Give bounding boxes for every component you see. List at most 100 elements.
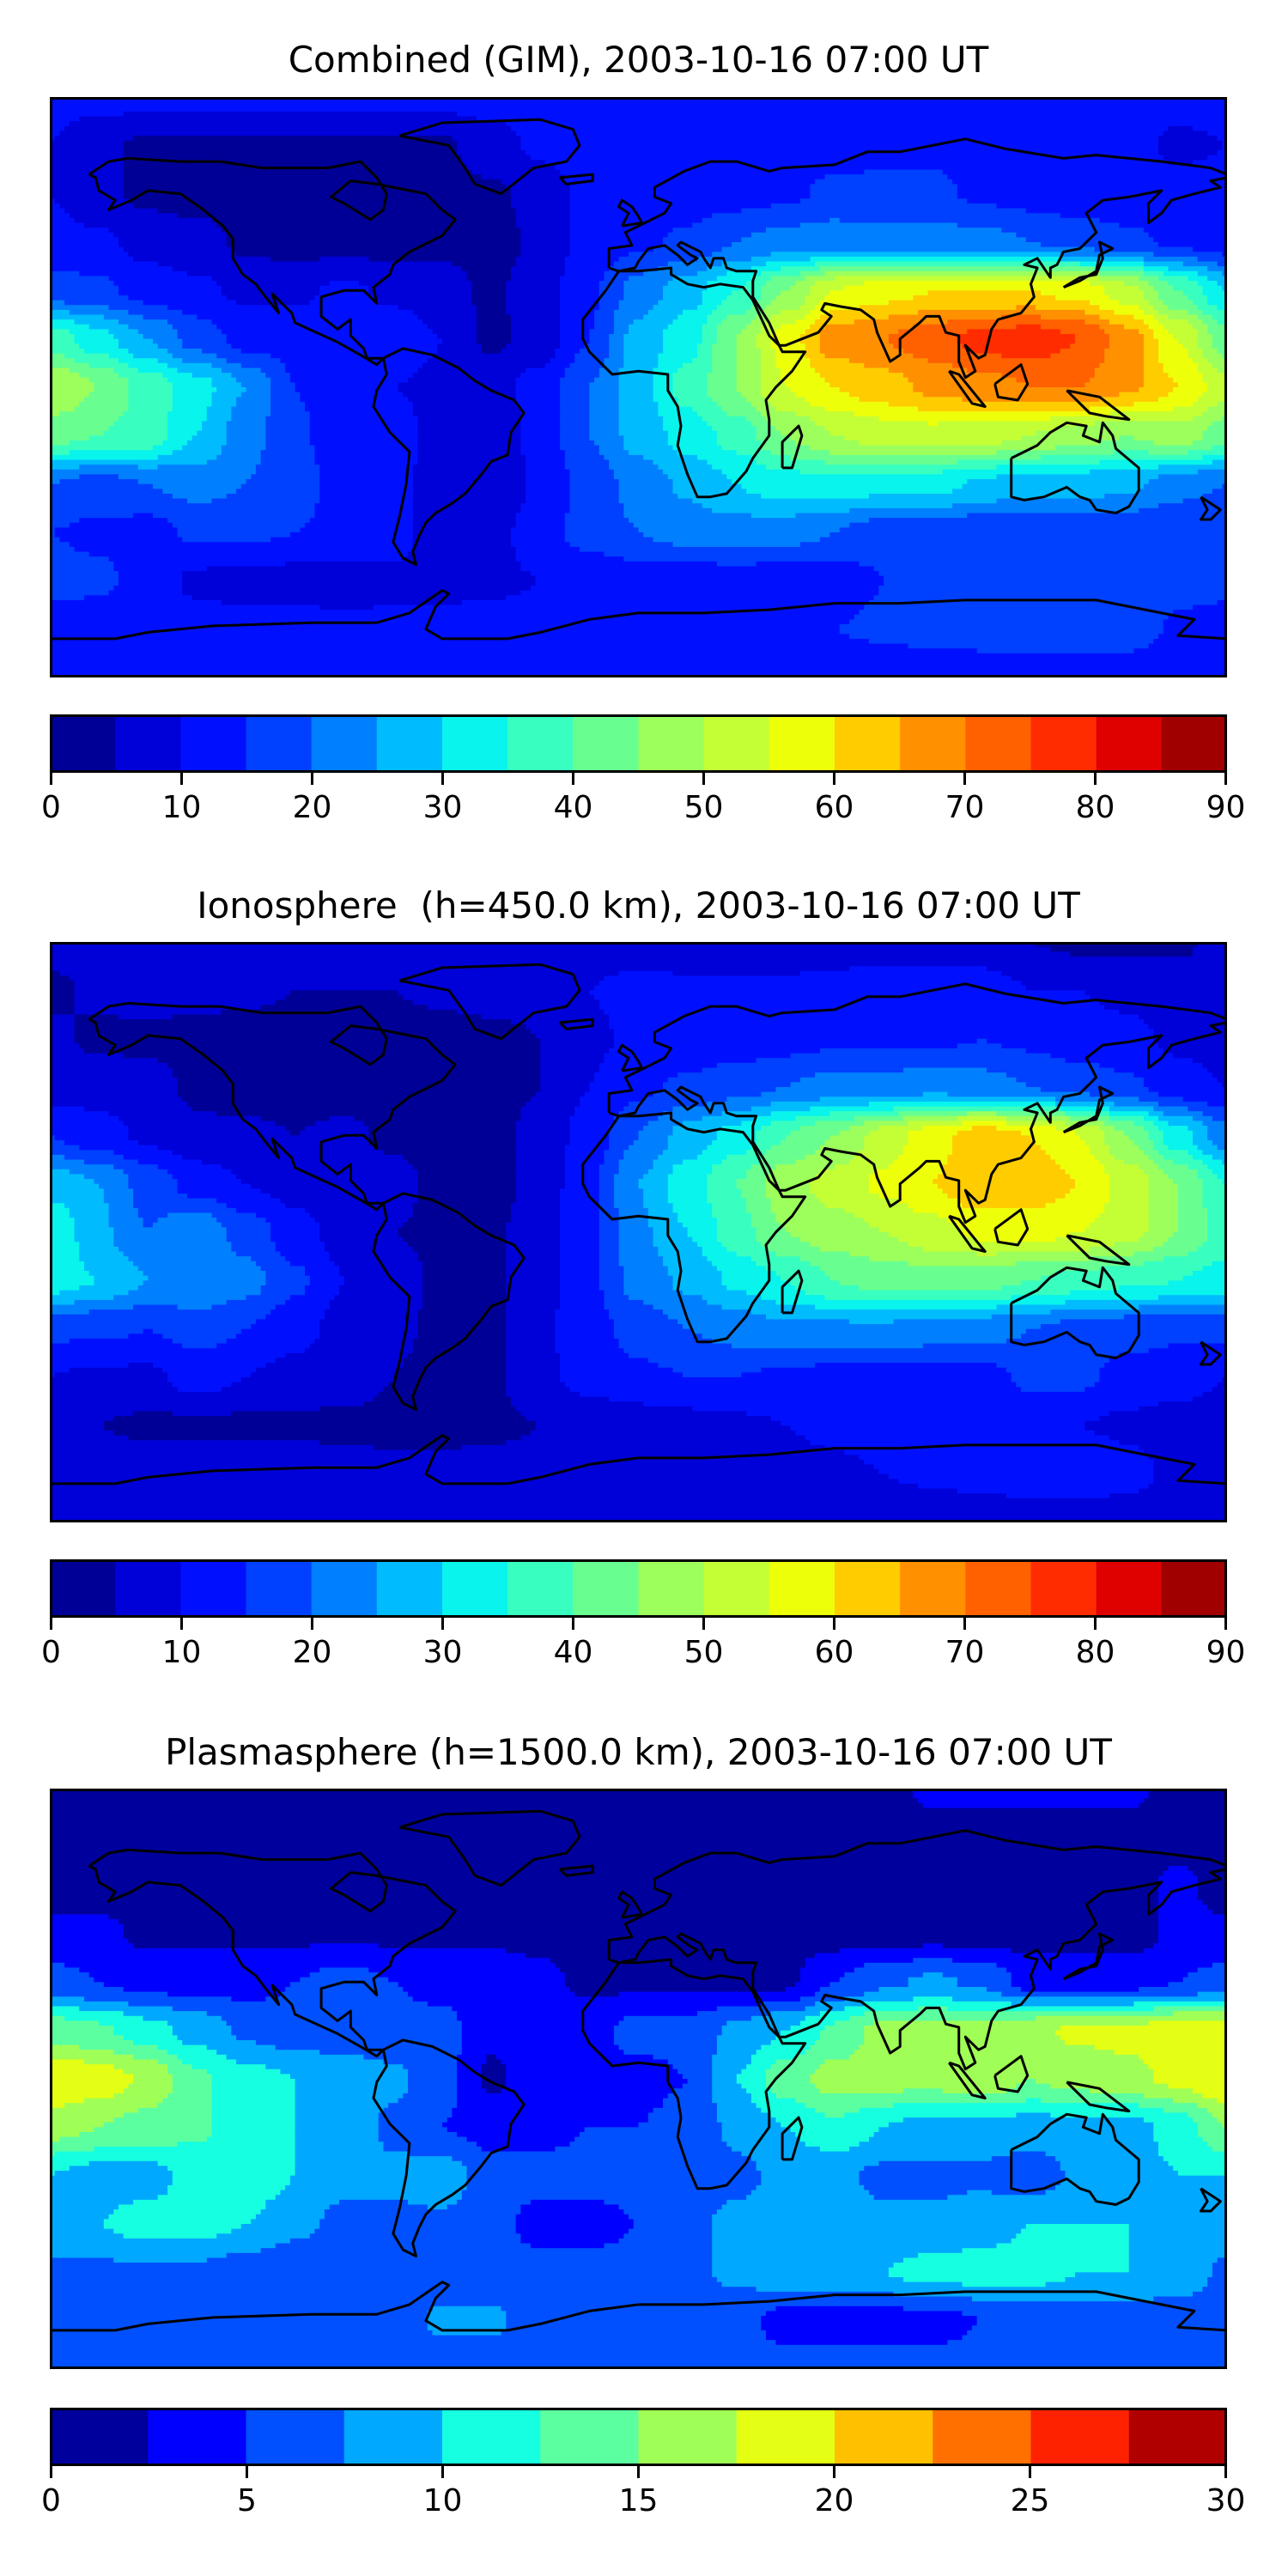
contour-cell xyxy=(1114,1154,1150,1161)
contour-cell xyxy=(128,1174,173,1180)
contour-cell xyxy=(682,1324,1042,1330)
contour-cell xyxy=(530,2243,605,2249)
contour-cell xyxy=(712,2272,890,2278)
contour-cell xyxy=(422,1299,507,1306)
contour-cell xyxy=(663,343,698,349)
coastline xyxy=(948,369,987,408)
contour-cell xyxy=(50,1880,1159,1886)
contour-cell xyxy=(721,261,767,267)
contour-cell xyxy=(520,140,1159,146)
contour-cell xyxy=(506,1324,556,1330)
contour-cell xyxy=(770,2011,821,2017)
contour-cell xyxy=(1197,362,1213,369)
contour-cell xyxy=(618,426,664,432)
contour-cell xyxy=(712,507,850,514)
contour-cell xyxy=(653,377,674,383)
contour-cell xyxy=(712,2219,1227,2225)
contour-cell xyxy=(50,125,65,132)
contour-cell xyxy=(515,556,624,562)
contour-cell xyxy=(309,1343,414,1349)
contour-cell xyxy=(289,2238,521,2245)
contour-cell xyxy=(118,338,154,344)
contour-cell xyxy=(604,2199,727,2206)
contour-cell xyxy=(270,1193,419,1200)
contour-cell xyxy=(1158,338,1179,344)
contour-cell xyxy=(623,285,664,291)
contour-cell xyxy=(1168,1145,1199,1151)
contour-cell xyxy=(1217,599,1227,606)
contour-cell xyxy=(1099,362,1145,369)
contour-cell xyxy=(613,2035,718,2041)
contour-cell xyxy=(403,1154,517,1161)
contour-cell xyxy=(594,319,615,325)
contour-cell xyxy=(59,2136,208,2142)
contour-cell xyxy=(226,2252,713,2259)
contour-cell xyxy=(1084,1420,1227,1426)
contour-cell xyxy=(598,1242,620,1248)
colorbar-ionosphere xyxy=(50,1559,1228,1618)
contour-cell xyxy=(50,571,119,577)
contour-cell xyxy=(270,377,291,383)
contour-cell xyxy=(781,430,830,436)
contour-cell xyxy=(50,1503,1227,1509)
contour-cell xyxy=(530,155,1164,161)
contour-cell xyxy=(221,285,320,291)
contour-cell xyxy=(50,242,119,248)
contour-cell xyxy=(604,1058,757,1064)
contour-cell xyxy=(702,503,953,509)
contour-cell xyxy=(653,305,698,311)
contour-cell xyxy=(177,1387,222,1393)
contour-cell xyxy=(1143,261,1184,267)
colorbar-segment xyxy=(246,1559,313,1618)
contour-cell xyxy=(457,2131,580,2138)
contour-cell xyxy=(1188,1972,1227,1978)
contour-cell xyxy=(1197,256,1227,263)
contour-cell xyxy=(74,358,119,364)
contour-cell xyxy=(515,1174,566,1180)
contour-cell xyxy=(692,406,723,412)
contour-cell xyxy=(927,421,939,427)
contour-cell xyxy=(113,2117,213,2123)
contour-cell xyxy=(113,1150,173,1156)
contour-cell xyxy=(50,1367,70,1373)
contour-cell xyxy=(74,999,276,1005)
contour-cell xyxy=(795,392,850,398)
contour-cell xyxy=(996,1962,1213,1969)
contour-cell xyxy=(629,1145,669,1151)
contour-cell xyxy=(766,397,806,403)
contour-cell xyxy=(888,334,958,340)
contour-cell xyxy=(1158,353,1188,359)
contour-cell xyxy=(569,542,674,548)
contour-cell xyxy=(746,397,767,403)
contour-cell xyxy=(1197,2103,1227,2109)
contour-cell xyxy=(1139,387,1174,393)
contour-cell xyxy=(1055,295,1110,301)
contour-cell xyxy=(555,353,575,359)
contour-cell xyxy=(1060,2026,1227,2032)
contour-cell xyxy=(1104,348,1145,355)
contour-cell xyxy=(412,469,526,475)
contour-cell xyxy=(128,1334,163,1340)
contour-cell xyxy=(1153,237,1227,243)
contour-cell xyxy=(50,1837,1227,1843)
contour-cell xyxy=(829,1275,1042,1281)
contour-cell xyxy=(172,266,463,272)
contour-cell xyxy=(702,329,718,335)
contour-cell xyxy=(795,1982,830,1988)
contour-cell xyxy=(319,489,414,495)
colorbar-segment xyxy=(900,714,966,773)
contour-cell xyxy=(1217,149,1227,156)
contour-cell xyxy=(1128,2252,1227,2259)
contour-cell xyxy=(962,1121,1007,1127)
contour-cell xyxy=(50,1832,1227,1838)
contour-cell xyxy=(226,1227,271,1233)
contour-cell xyxy=(69,440,163,447)
contour-cell xyxy=(50,1914,110,1920)
contour-cell xyxy=(560,285,600,291)
contour-cell xyxy=(800,1236,899,1242)
contour-cell xyxy=(623,295,664,301)
contour-cell xyxy=(564,179,816,185)
contour-cell xyxy=(795,1285,860,1291)
contour-cell xyxy=(1099,276,1139,282)
coastline xyxy=(781,1269,804,1315)
